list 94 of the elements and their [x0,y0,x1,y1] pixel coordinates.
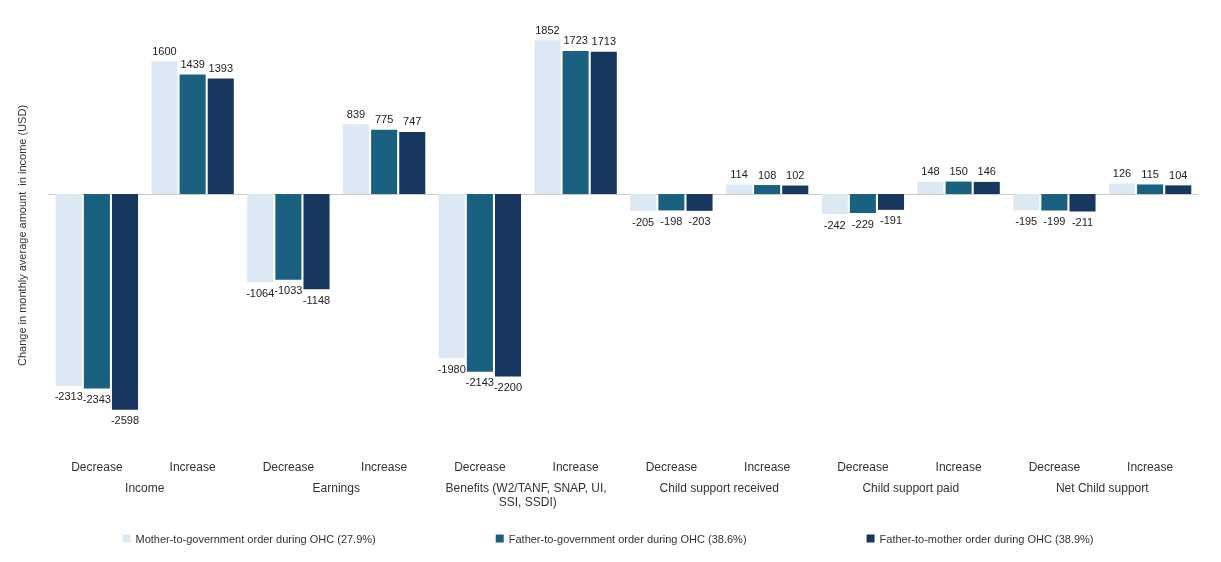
bar [151,61,178,194]
x-tick-label: Decrease [645,460,698,474]
bar [1108,183,1136,194]
x-tick-label: Increase [1127,460,1174,474]
bar [917,181,944,194]
data-label: 1600 [152,44,177,57]
text: Child support received [659,481,779,495]
data-label: 775 [374,113,394,126]
bar [111,194,139,410]
data-label: 150 [949,165,968,178]
bar [1137,184,1164,194]
bar [55,194,82,386]
data-label: -203 [688,215,711,228]
bar [686,194,713,211]
data-label: -211 [1071,216,1094,229]
data-label: 1723 [563,34,588,47]
data-label: -229 [851,217,874,230]
data-label: 1393 [208,61,234,74]
bar [821,194,848,215]
data-label: 1439 [180,58,205,71]
bar [179,74,206,194]
data-label: -1033 [274,284,303,297]
bar [590,51,617,194]
legend-label: Father-to-government order during OHC (38.6%) [508,532,747,545]
bar [1165,185,1192,194]
data-label: -1064 [246,286,275,299]
data-label: -2343 [82,392,111,405]
bar [1013,194,1040,211]
text: Earnings [312,481,360,495]
x-tick-label: Decrease [454,460,506,474]
legend-label: Father-to-mother order during OHC (38.9%) [879,532,1094,545]
bar [1069,194,1096,212]
data-label: -2598 [110,414,140,427]
bar [207,78,234,194]
bar [945,181,972,194]
bar [275,194,302,280]
text: Net Child support [1055,481,1150,495]
data-label: 115 [1141,167,1159,180]
data-label: 747 [403,115,422,128]
x-tick-label: Increase [744,460,791,474]
bar [782,185,809,194]
data-label: -199 [1043,215,1066,228]
x-tick-label: Increase [935,460,982,474]
bar [83,194,110,389]
data-label: -242 [823,218,846,231]
bar [562,50,589,194]
data-label: 114 [730,168,748,181]
x-tick-label: Increase [552,460,599,474]
bar [247,194,274,283]
x-tick-label: Decrease [837,460,889,474]
bar [754,185,781,194]
bar [399,132,426,194]
data-label: -205 [632,215,655,228]
x-tick-label: Decrease [71,460,123,474]
data-label: -2200 [493,381,523,394]
legend-label: Mother-to-government order during OHC (27.9%) [135,532,376,545]
data-label: -195 [1015,214,1038,227]
bar [973,181,1000,194]
bar [849,194,876,214]
bar [466,194,493,372]
bar [1041,194,1068,211]
bar [725,184,753,194]
bar [438,194,465,359]
data-label: 1713 [591,35,617,48]
data-label: -2143 [465,376,494,389]
bar [494,194,522,377]
bar [877,194,905,210]
data-label: 839 [346,107,366,120]
bar [303,194,330,290]
bar [371,129,398,194]
data-label: 126 [1112,167,1132,180]
text: Benefits (W2/TANF, SNAP, UI, SSI, SSDI) [445,481,610,509]
y-axis-title: Change in monthly average amount in income (USD) [15,104,28,367]
text: Income [125,481,165,495]
x-tick-label: Decrease [1028,460,1081,474]
x-tick-label: Increase [169,460,216,474]
bar [534,40,561,194]
bar [630,194,657,212]
data-label: 1852 [535,23,560,36]
data-label: -191 [880,214,903,227]
bar [342,124,370,194]
data-label: 146 [977,165,996,178]
data-label: 102 [786,169,805,182]
data-label: 108 [757,168,777,181]
data-label: 148 [921,165,940,178]
x-tick-label: Decrease [262,460,315,474]
data-label: -1980 [437,362,466,375]
data-label: 104 [1169,168,1188,181]
data-label: -2313 [54,390,83,403]
bar [658,194,685,211]
text: Child support paid [862,481,960,495]
x-tick-label: Increase [361,460,408,474]
data-label: -198 [660,214,683,227]
data-label: -1148 [302,293,331,306]
